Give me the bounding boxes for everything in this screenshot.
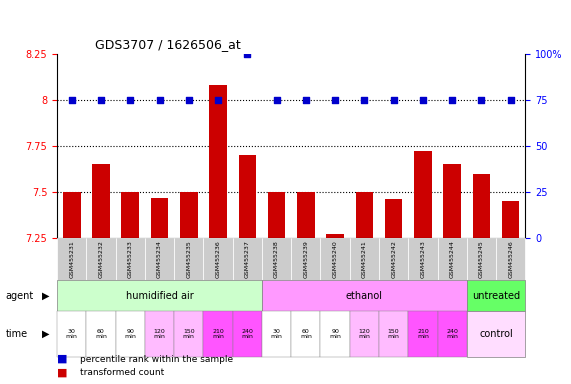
- Point: [272, 97, 281, 103]
- Point: [419, 97, 428, 103]
- Bar: [502, 201, 520, 238]
- Text: GSM455235: GSM455235: [186, 240, 191, 278]
- Text: time: time: [6, 329, 28, 339]
- Text: GSM455232: GSM455232: [98, 240, 103, 278]
- Point: [477, 97, 486, 103]
- Text: 90
min: 90 min: [329, 329, 341, 339]
- Text: GSM455240: GSM455240: [332, 240, 337, 278]
- Point: [184, 97, 194, 103]
- Point: [301, 97, 311, 103]
- Text: untreated: untreated: [472, 291, 520, 301]
- Text: 150
min: 150 min: [183, 329, 195, 339]
- Text: 60
min: 60 min: [300, 329, 312, 339]
- Text: GSM455242: GSM455242: [391, 240, 396, 278]
- Text: 30
min: 30 min: [66, 329, 78, 339]
- Bar: [356, 192, 373, 238]
- Text: percentile rank within the sample: percentile rank within the sample: [80, 354, 233, 364]
- Text: ■: ■: [57, 367, 67, 377]
- Point: [506, 97, 515, 103]
- Text: GSM455241: GSM455241: [362, 240, 367, 278]
- Text: 90
min: 90 min: [124, 329, 136, 339]
- Bar: [209, 85, 227, 238]
- Point: [331, 97, 340, 103]
- Bar: [63, 192, 81, 238]
- Point: [389, 97, 398, 103]
- Text: ethanol: ethanol: [346, 291, 383, 301]
- Text: 240
min: 240 min: [446, 329, 458, 339]
- Text: GSM455239: GSM455239: [303, 240, 308, 278]
- Bar: [268, 192, 286, 238]
- Text: 120
min: 120 min: [154, 329, 166, 339]
- Point: [243, 51, 252, 57]
- Text: GDS3707 / 1626506_at: GDS3707 / 1626506_at: [95, 38, 240, 51]
- Point: [448, 97, 457, 103]
- Text: 150
min: 150 min: [388, 329, 400, 339]
- Point: [360, 97, 369, 103]
- Text: agent: agent: [6, 291, 34, 301]
- Point: [126, 97, 135, 103]
- Point: [67, 97, 77, 103]
- Text: GSM455244: GSM455244: [449, 240, 455, 278]
- Text: control: control: [479, 329, 513, 339]
- Bar: [473, 174, 490, 238]
- Text: GSM455234: GSM455234: [157, 240, 162, 278]
- Point: [214, 97, 223, 103]
- Text: GSM455233: GSM455233: [128, 240, 133, 278]
- Text: 120
min: 120 min: [359, 329, 371, 339]
- Text: GSM455231: GSM455231: [69, 240, 74, 278]
- Text: GSM455236: GSM455236: [215, 240, 220, 278]
- Bar: [151, 197, 168, 238]
- Bar: [326, 234, 344, 238]
- Text: GSM455246: GSM455246: [508, 240, 513, 278]
- Text: humidified air: humidified air: [126, 291, 194, 301]
- Text: GSM455237: GSM455237: [245, 240, 250, 278]
- Point: [96, 97, 106, 103]
- Text: 210
min: 210 min: [417, 329, 429, 339]
- Bar: [122, 192, 139, 238]
- Bar: [443, 164, 461, 238]
- Text: ▶: ▶: [42, 291, 50, 301]
- Text: 210
min: 210 min: [212, 329, 224, 339]
- Text: transformed count: transformed count: [80, 368, 164, 377]
- Text: 60
min: 60 min: [95, 329, 107, 339]
- Text: GSM455243: GSM455243: [420, 240, 425, 278]
- Text: GSM455245: GSM455245: [479, 240, 484, 278]
- Bar: [297, 192, 315, 238]
- Point: [155, 97, 164, 103]
- Text: GSM455238: GSM455238: [274, 240, 279, 278]
- Bar: [180, 192, 198, 238]
- Bar: [239, 155, 256, 238]
- Text: 240
min: 240 min: [242, 329, 254, 339]
- Text: ■: ■: [57, 354, 67, 364]
- Text: ▶: ▶: [42, 329, 50, 339]
- Bar: [93, 164, 110, 238]
- Bar: [414, 151, 432, 238]
- Bar: [385, 199, 403, 238]
- Text: 30
min: 30 min: [271, 329, 283, 339]
